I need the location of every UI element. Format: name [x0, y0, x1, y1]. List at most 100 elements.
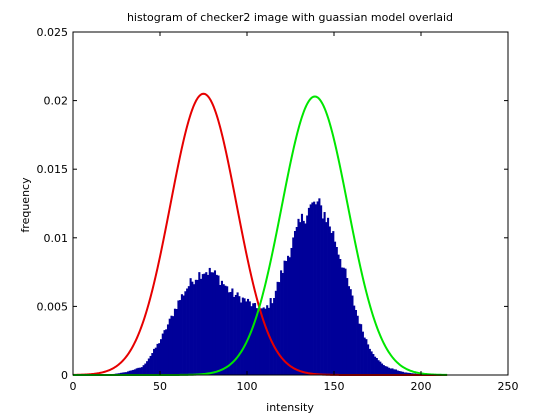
- histogram-bar: [266, 305, 269, 375]
- histogram-bar: [248, 301, 251, 375]
- histogram-bar: [271, 303, 274, 375]
- histogram-bar: [206, 274, 210, 375]
- histogram-bar: [243, 298, 246, 375]
- histogram-bar: [393, 369, 396, 375]
- histogram-bar: [196, 279, 199, 375]
- histogram-bar: [339, 258, 342, 375]
- x-tick-label: 50: [153, 380, 167, 393]
- histogram-bar: [295, 226, 298, 375]
- histogram-bar: [160, 339, 163, 375]
- histogram-bar: [245, 301, 248, 375]
- histogram-bar: [198, 272, 201, 375]
- histogram-bar: [351, 295, 354, 375]
- histogram-bar: [121, 372, 124, 375]
- histogram-bar: [334, 241, 337, 375]
- histogram-bar: [219, 284, 222, 375]
- y-tick-label: 0: [61, 369, 68, 382]
- histogram-bar: [144, 363, 147, 375]
- histogram-bar: [394, 369, 397, 375]
- histogram-bar: [356, 315, 359, 375]
- histogram-bar: [311, 202, 314, 375]
- histogram-bar: [300, 213, 304, 375]
- histogram-bar: [318, 198, 321, 375]
- histogram-bar: [210, 272, 213, 375]
- histogram-bar: [189, 278, 192, 375]
- histogram-bar: [179, 300, 182, 375]
- histogram-bar: [140, 367, 143, 375]
- histogram-bar: [386, 366, 389, 375]
- histogram-bar: [344, 268, 347, 375]
- histogram-bar: [370, 351, 373, 375]
- histogram-bar: [387, 367, 391, 375]
- histogram-bar: [309, 204, 312, 375]
- histogram-bar: [231, 288, 234, 375]
- histogram-bar: [327, 217, 330, 375]
- histogram-bar: [287, 255, 290, 375]
- histogram-bar: [398, 371, 401, 375]
- histogram-bar: [250, 306, 253, 375]
- plot-area: [72, 31, 509, 376]
- histogram-bar: [316, 201, 319, 375]
- histogram-bar: [365, 339, 368, 375]
- histogram-bar: [257, 311, 260, 375]
- histogram-bar: [314, 204, 317, 375]
- histogram-bar: [299, 222, 302, 375]
- y-tick-label: 0.02: [44, 95, 69, 108]
- histogram-bar: [177, 300, 180, 375]
- histogram-bar: [187, 286, 190, 375]
- histogram-bar: [229, 291, 232, 375]
- histogram-bar: [203, 273, 206, 375]
- histogram-bar: [340, 267, 344, 375]
- histogram-bar: [227, 292, 230, 375]
- histogram-bar: [368, 348, 371, 375]
- histogram-bar: [217, 275, 220, 375]
- histogram-bar: [252, 303, 255, 375]
- x-tick-label: 100: [237, 380, 258, 393]
- histogram-bar: [374, 356, 377, 375]
- histogram-bar: [360, 324, 363, 375]
- histogram-bar: [133, 369, 136, 375]
- histogram-bar: [147, 358, 150, 375]
- y-tick-label: 0.01: [44, 232, 69, 245]
- histogram-bar: [354, 310, 357, 375]
- histogram-bar: [180, 294, 183, 375]
- histogram-bar: [146, 361, 149, 375]
- histogram-bar: [163, 330, 166, 375]
- histogram-bar: [335, 246, 338, 375]
- histogram-bar: [193, 284, 196, 375]
- histogram-bar: [166, 324, 170, 375]
- histogram-bar: [259, 308, 262, 375]
- histogram-bar: [276, 281, 279, 375]
- x-axis-ticks: 0 50 100 150 200 250: [70, 32, 519, 393]
- histogram-bar: [293, 231, 297, 375]
- histogram-bar: [400, 371, 403, 375]
- histogram-bar: [222, 284, 225, 375]
- x-axis-label: intensity: [266, 401, 314, 414]
- histogram-bar: [128, 370, 131, 375]
- histogram-bar: [391, 368, 394, 375]
- histogram-bar: [353, 305, 356, 375]
- histogram-bar: [273, 298, 276, 375]
- y-tick-label: 0.015: [37, 163, 69, 176]
- x-tick-label: 250: [498, 380, 519, 393]
- histogram-bar: [323, 212, 326, 375]
- histogram-bar: [358, 323, 361, 375]
- histogram-bar: [349, 289, 352, 375]
- histogram-bar: [384, 366, 387, 375]
- histogram-bar: [208, 267, 211, 375]
- chart-title: histogram of checker2 image with guassia…: [127, 11, 453, 24]
- histogram-bar: [405, 372, 408, 375]
- histogram-bar: [328, 226, 331, 375]
- y-axis-ticks: 0 0.005 0.01 0.015 0.02 0.025: [37, 26, 508, 382]
- histogram-bar: [153, 348, 156, 375]
- histogram-bar: [186, 288, 189, 375]
- histogram-bar: [137, 367, 140, 375]
- histogram-bar: [379, 361, 382, 375]
- histogram-bar: [213, 270, 217, 375]
- histogram-bar: [281, 272, 284, 375]
- histogram-bar: [274, 290, 277, 375]
- histogram-bar: [240, 302, 243, 375]
- histogram-bar: [205, 272, 208, 375]
- histogram-bar: [234, 294, 237, 375]
